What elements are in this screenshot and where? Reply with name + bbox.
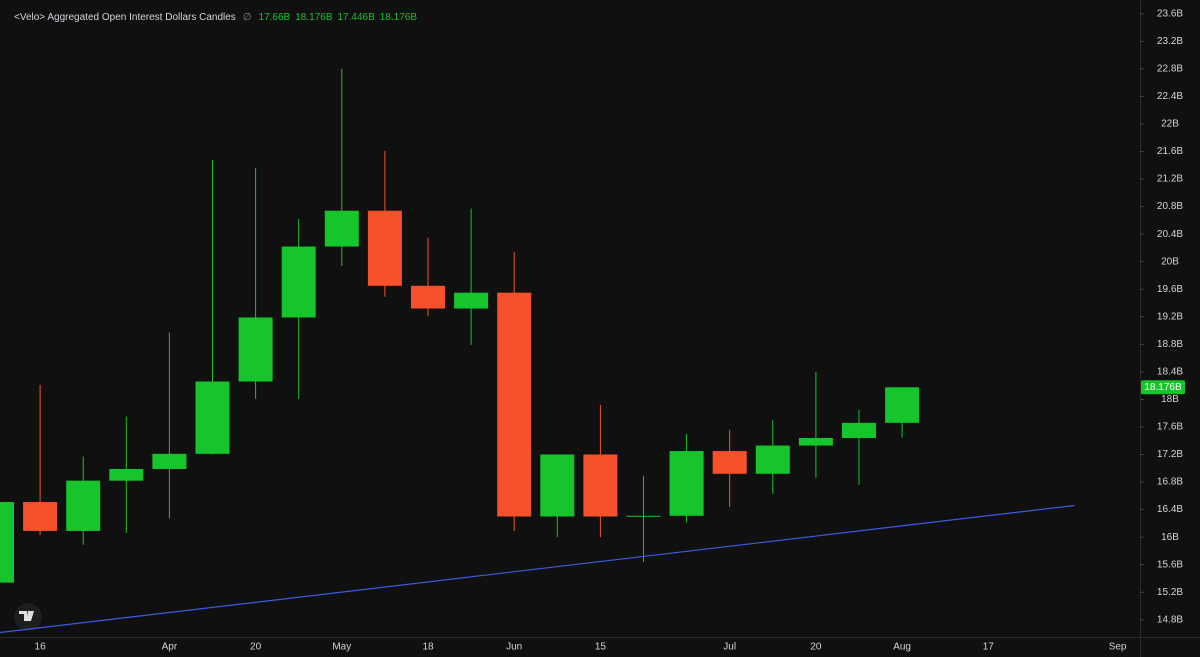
candle-body <box>755 445 790 474</box>
low-value: 17.446B <box>337 12 375 23</box>
candle-body <box>23 502 58 531</box>
candle-body <box>195 381 230 454</box>
candle-body <box>152 453 187 469</box>
y-tick-label: 21.2B <box>1157 174 1183 185</box>
y-tick-label: 16.8B <box>1157 477 1183 488</box>
close-value: 18.176B <box>379 12 418 23</box>
x-tick-label: Jul <box>723 642 736 653</box>
y-tick-label: 18.4B <box>1157 367 1183 378</box>
y-tick-label: 16.4B <box>1157 504 1183 515</box>
y-tick-label: 23.6B <box>1157 8 1183 19</box>
x-tick-label: Jun <box>506 642 522 653</box>
y-tick-label: 20.4B <box>1157 229 1183 240</box>
candle-body <box>367 210 402 286</box>
x-tick-label: 20 <box>810 642 822 653</box>
legend-header: <Velo> Aggregated Open Interest Dollars … <box>14 12 417 23</box>
candle-body <box>712 451 747 474</box>
candle-body <box>798 437 833 446</box>
y-tick-label: 21.6B <box>1157 146 1183 157</box>
tradingview-logo <box>14 603 42 631</box>
y-tick-label: 15.6B <box>1157 559 1183 570</box>
y-tick-label: 18.8B <box>1157 339 1183 350</box>
candle-body <box>885 387 920 423</box>
y-tick-label: 22B <box>1161 119 1179 130</box>
y-tick-label: 20.8B <box>1157 201 1183 212</box>
candle-body <box>626 515 661 517</box>
y-tick-label: 17.2B <box>1157 449 1183 460</box>
candle-body <box>324 210 359 247</box>
last-price-label: 18.176B <box>1144 382 1182 393</box>
high-value: 18.176B <box>295 12 333 23</box>
y-tick-label: 22.4B <box>1157 91 1183 102</box>
trend-line <box>0 504 1075 634</box>
y-tick-label: 23.2B <box>1157 36 1183 47</box>
candle-body <box>540 454 575 517</box>
y-tick-label: 19.2B <box>1157 311 1183 322</box>
candle-body <box>109 468 144 481</box>
x-tick-label: 18 <box>422 642 434 653</box>
indicator-title: <Velo> Aggregated Open Interest Dollars … <box>14 12 236 23</box>
x-tick-label: Apr <box>162 642 178 653</box>
x-tick-label: 17 <box>983 642 995 653</box>
candle-body <box>497 292 532 517</box>
y-tick-label: 22.8B <box>1157 64 1183 75</box>
candle-body <box>411 285 445 309</box>
y-tick-label: 18B <box>1161 394 1179 405</box>
candle-body <box>669 451 704 516</box>
y-tick-label: 16B <box>1161 532 1179 543</box>
y-tick-label: 14.8B <box>1157 614 1183 625</box>
x-tick-label: 15 <box>595 642 607 653</box>
y-tick-label: 17.6B <box>1157 422 1183 433</box>
plot-area <box>0 68 1075 634</box>
x-tick-label: Aug <box>893 642 911 653</box>
x-tick-label: Sep <box>1109 642 1127 653</box>
candle-body <box>238 317 273 382</box>
x-tick-label: 16 <box>35 642 47 653</box>
candle-body <box>66 480 101 531</box>
open-value: 17.66B <box>258 12 291 23</box>
candle-body <box>281 246 316 318</box>
y-tick-label: 15.2B <box>1157 587 1183 598</box>
candle-body <box>842 422 876 438</box>
x-tick-label: May <box>332 642 351 653</box>
y-tick-label: 19.6B <box>1157 284 1183 295</box>
last-price-tag <box>1141 380 1185 395</box>
status-symbol: ∅ <box>242 12 252 23</box>
candle-body <box>454 292 489 309</box>
candle-body <box>0 502 14 583</box>
y-tick-label: 20B <box>1161 256 1179 267</box>
candle-body <box>583 454 618 517</box>
x-tick-label: 20 <box>250 642 262 653</box>
